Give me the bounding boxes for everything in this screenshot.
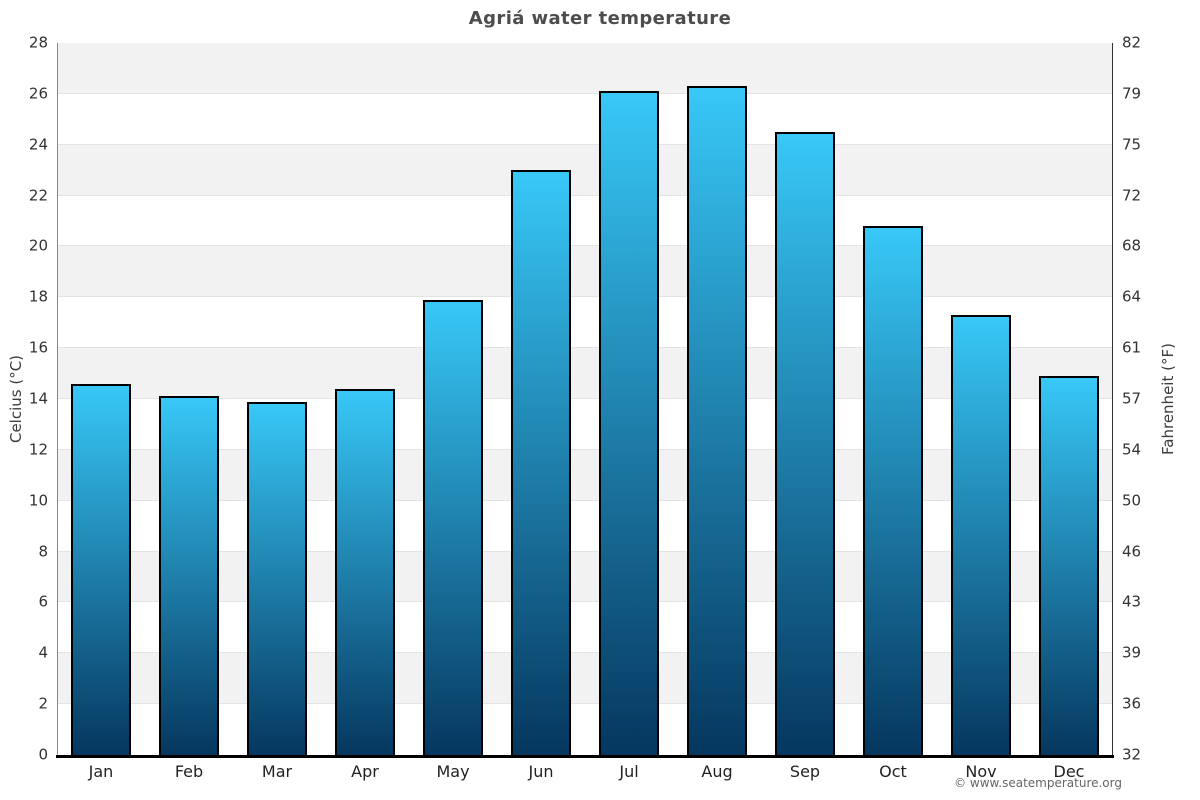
y-tick-label-fahrenheit: 82 xyxy=(1122,33,1142,52)
y-tick-label-celsius: 26 xyxy=(28,84,48,103)
y-tick-label-fahrenheit: 54 xyxy=(1122,440,1142,459)
bar-slot xyxy=(761,43,849,755)
gridline xyxy=(57,296,1113,298)
bar-slot xyxy=(497,43,585,755)
y-axis-line-fahrenheit xyxy=(1112,43,1113,755)
bar-aug[interactable] xyxy=(687,86,747,755)
y-tick-label-celsius: 4 xyxy=(38,643,48,662)
bar-slot xyxy=(57,43,145,755)
y-tick-label-fahrenheit: 57 xyxy=(1122,389,1142,408)
y-tick-label-fahrenheit: 79 xyxy=(1122,84,1142,103)
bar-slot xyxy=(849,43,937,755)
x-tick-label-sep: Sep xyxy=(789,762,821,781)
bar-nov[interactable] xyxy=(951,315,1011,755)
y-tick-label-celsius: 12 xyxy=(28,440,48,459)
gridline xyxy=(57,398,1113,399)
gridline xyxy=(57,92,1113,94)
gridline xyxy=(57,194,1113,196)
grid-band xyxy=(57,449,1113,501)
x-tick-label-may: May xyxy=(436,762,470,781)
bar-slot xyxy=(321,43,409,755)
bar-feb[interactable] xyxy=(159,396,219,755)
gridline xyxy=(57,143,1113,145)
y-tick-label-fahrenheit: 43 xyxy=(1122,592,1142,611)
x-axis-line xyxy=(56,755,1114,758)
gridline xyxy=(57,652,1113,654)
y-tick-label-celsius: 10 xyxy=(28,491,48,510)
bar-slot xyxy=(1025,43,1113,755)
x-tick-label-jun: Jun xyxy=(528,762,554,781)
x-tick-label-aug: Aug xyxy=(701,762,733,781)
grid-bands xyxy=(57,43,1113,755)
x-tick-label-jul: Jul xyxy=(619,762,639,781)
y-tick-label-fahrenheit: 32 xyxy=(1122,745,1142,764)
x-tick-label-oct: Oct xyxy=(879,762,907,781)
x-tick-label-mar: Mar xyxy=(261,762,293,781)
y-tick-label-celsius: 24 xyxy=(28,135,48,154)
x-axis-month-labels: Jan Feb Mar Apr May Jun Jul Aug Sep Oct Nov Dec xyxy=(57,762,1113,781)
y-tick-label-fahrenheit: 61 xyxy=(1122,338,1142,357)
bar-apr[interactable] xyxy=(335,388,395,755)
copyright-link[interactable]: © www.seatemperature.org xyxy=(954,776,1122,790)
grid-band xyxy=(57,348,1113,399)
x-tick-label-nov: Nov xyxy=(965,762,997,781)
bar-slot xyxy=(145,43,233,755)
gridline xyxy=(57,703,1113,705)
chart-title: Agriá water temperature xyxy=(468,8,732,29)
y-axis-title-fahrenheit: Fahrenheit (°F) xyxy=(1159,343,1177,455)
gridline xyxy=(57,347,1113,349)
x-tick-label-jan: Jan xyxy=(88,762,114,781)
y-tick-label-celsius: 8 xyxy=(38,542,48,561)
gridline xyxy=(57,550,1113,552)
gridline xyxy=(57,601,1113,603)
gridline xyxy=(57,499,1113,501)
bar-mar[interactable] xyxy=(247,401,307,755)
bar-jan[interactable] xyxy=(71,383,131,755)
y-tick-label-fahrenheit: 72 xyxy=(1122,186,1142,205)
grid-band xyxy=(57,246,1113,298)
grid-band xyxy=(57,551,1113,603)
y-tick-label-fahrenheit: 39 xyxy=(1122,643,1142,662)
y-axis-line-celsius xyxy=(57,43,58,755)
y-tick-label-fahrenheit: 50 xyxy=(1122,491,1142,510)
y-tick-label-fahrenheit: 46 xyxy=(1122,542,1142,561)
gridline xyxy=(57,245,1113,247)
y-tick-label-celsius: 28 xyxy=(28,33,48,52)
bar-slot xyxy=(233,43,321,755)
gridline xyxy=(57,448,1113,450)
gridlines xyxy=(57,43,1113,755)
x-tick-label-dec: Dec xyxy=(1053,762,1085,781)
y-tick-label-fahrenheit: 68 xyxy=(1122,236,1142,255)
y-tick-label-fahrenheit: 36 xyxy=(1122,694,1142,713)
bar-sep[interactable] xyxy=(775,132,835,755)
y-tick-label-celsius: 20 xyxy=(28,236,48,255)
y-tick-label-celsius: 2 xyxy=(38,694,48,713)
bar-jun[interactable] xyxy=(511,170,571,755)
grid-band xyxy=(57,144,1113,196)
bar-slot xyxy=(937,43,1025,755)
y-axis-title-celsius: Celcius (°C) xyxy=(7,354,25,444)
bar-slot xyxy=(585,43,673,755)
bar-slot xyxy=(673,43,761,755)
y-tick-label-celsius: 6 xyxy=(38,592,48,611)
bar-jul[interactable] xyxy=(599,91,659,755)
bar-slot xyxy=(409,43,497,755)
plot-area: 0 32 2 36 4 39 6 43 8 46 10 50 12 54 14 57 16 61 18 64 20 68 2… xyxy=(29,35,1141,762)
bar-oct[interactable] xyxy=(863,226,923,755)
x-tick-label-feb: Feb xyxy=(174,762,204,781)
bar-may[interactable] xyxy=(423,299,483,755)
y-tick-label-celsius: 22 xyxy=(28,186,48,205)
y-tick-label-celsius: 16 xyxy=(28,338,48,357)
y-tick-label-fahrenheit: 64 xyxy=(1122,287,1142,306)
grid-band xyxy=(57,43,1113,94)
y-tick-label-celsius: 14 xyxy=(28,389,48,408)
bar-series xyxy=(57,43,1113,755)
y-tick-label-fahrenheit: 75 xyxy=(1122,135,1142,154)
y-tick-label-celsius: 18 xyxy=(28,287,48,306)
y-tick-label-celsius: 0 xyxy=(38,745,48,764)
grid-band xyxy=(57,653,1113,705)
x-tick-label-apr: Apr xyxy=(351,762,379,781)
bar-dec[interactable] xyxy=(1039,376,1099,755)
